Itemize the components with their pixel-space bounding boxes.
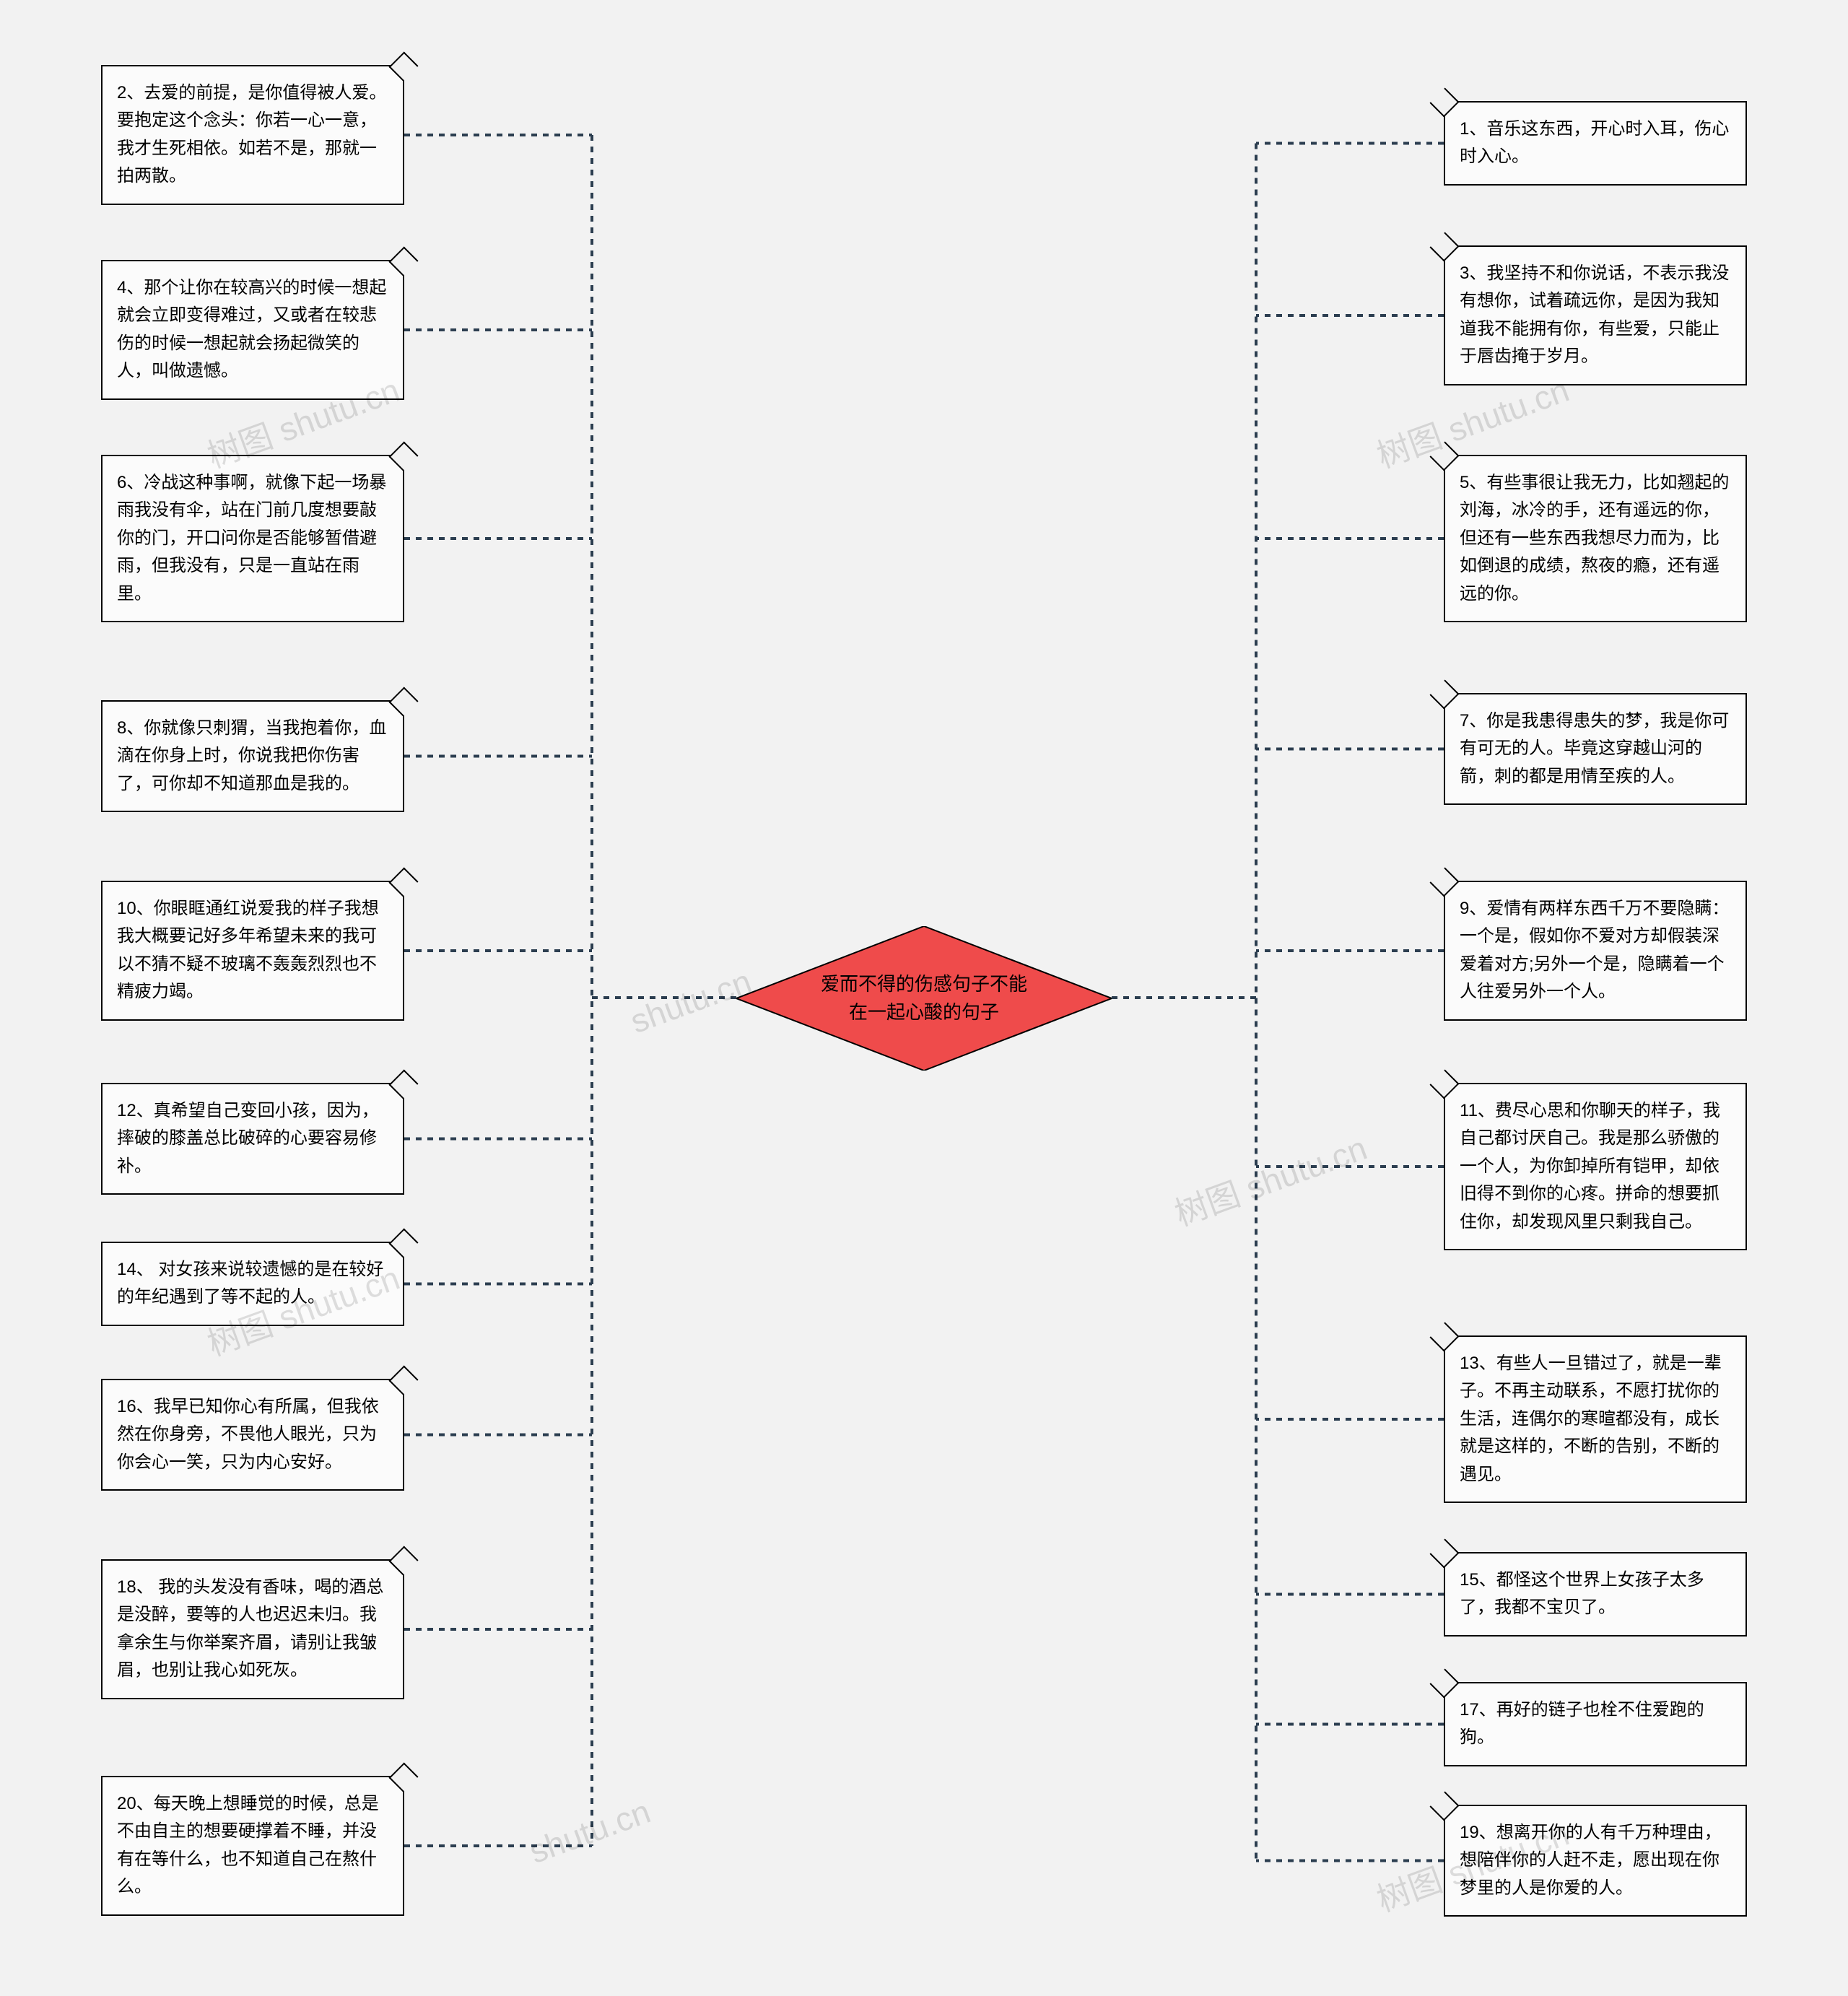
center-title-line1: 爱而不得的伤感句子不能 xyxy=(821,973,1027,995)
left-leaf-9: 20、每天晚上想睡觉的时候，总是不由自主的想要硬撑着不睡，并没有在等什么，也不知… xyxy=(101,1776,404,1916)
left-leaf-4-text: 10、你眼眶通红说爱我的样子我想我大概要记好多年希望未来的我可以不猜不疑不玻璃不… xyxy=(117,899,379,1001)
left-leaf-0: 2、去爱的前提，是你值得被人爱。要抱定这个念头：你若一心一意，我才生死相依。如若… xyxy=(101,65,404,205)
center-title: 爱而不得的伤感句子不能 在一起心酸的句子 xyxy=(808,970,1040,1027)
left-leaf-6: 14、 对女孩来说较遗憾的是在较好的年纪遇到了等不起的人。 xyxy=(101,1242,404,1326)
right-leaf-6-text: 13、有些人一旦错过了，就是一辈子。不再主动联系，不愿打扰你的生活，连偶尔的寒暄… xyxy=(1460,1354,1722,1484)
left-leaf-1-text: 4、那个让你在较高兴的时候一想起就会立即变得难过，又或者在较悲伤的时候一想起就会… xyxy=(117,278,386,380)
right-leaf-0-text: 1、音乐这东西，开心时入耳，伤心时入心。 xyxy=(1460,119,1729,166)
right-leaf-4: 9、爱情有两样东西千万不要隐瞒：一个是，假如你不爱对方却假装深爱着对方;另外一个… xyxy=(1444,881,1747,1021)
watermark-5: shutu.cn xyxy=(524,1792,655,1871)
right-leaf-2: 5、有些事很让我无力，比如翘起的刘海，冰冷的手，还有遥远的你，但还有一些东西我想… xyxy=(1444,455,1747,622)
right-leaf-0: 1、音乐这东西，开心时入耳，伤心时入心。 xyxy=(1444,101,1747,186)
left-leaf-6-text: 14、 对女孩来说较遗憾的是在较好的年纪遇到了等不起的人。 xyxy=(117,1260,383,1307)
left-leaf-3-text: 8、你就像只刺猬，当我抱着你，血滴在你身上时，你说我把你伤害了，可你却不知道那血… xyxy=(117,718,386,793)
watermark-3: 树图 shutu.cn xyxy=(1167,1122,1372,1235)
right-leaf-7: 15、都怪这个世界上女孩子太多了，我都不宝贝了。 xyxy=(1444,1552,1747,1637)
right-leaf-2-text: 5、有些事很让我无力，比如翘起的刘海，冰冷的手，还有遥远的你，但还有一些东西我想… xyxy=(1460,473,1729,603)
right-leaf-1-text: 3、我坚持不和你说话，不表示我没有想你，试着疏远你，是因为我知道我不能拥有你，有… xyxy=(1460,263,1729,366)
left-leaf-0-text: 2、去爱的前提，是你值得被人爱。要抱定这个念头：你若一心一意，我才生死相依。如若… xyxy=(117,83,386,186)
left-leaf-7: 16、我早已知你心有所属，但我依然在你身旁，不畏他人眼光，只为你会心一笑，只为内… xyxy=(101,1379,404,1491)
right-leaf-7-text: 15、都怪这个世界上女孩子太多了，我都不宝贝了。 xyxy=(1460,1570,1704,1617)
left-leaf-3: 8、你就像只刺猬，当我抱着你，血滴在你身上时，你说我把你伤害了，可你却不知道那血… xyxy=(101,700,404,812)
left-leaf-8-text: 18、 我的头发没有香味，喝的酒总是没醉，要等的人也迟迟未归。我拿余生与你举案齐… xyxy=(117,1577,383,1680)
right-leaf-8: 17、再好的链子也栓不住爱跑的狗。 xyxy=(1444,1682,1747,1766)
right-leaf-5-text: 11、费尽心思和你聊天的样子，我自己都讨厌自己。我是那么骄傲的一个人，为你卸掉所… xyxy=(1460,1101,1720,1232)
right-leaf-9-text: 19、想离开你的人有千万种理由，想陪伴你的人赶不走，愿出现在你梦里的人是你爱的人… xyxy=(1460,1823,1722,1898)
right-leaf-3-text: 7、你是我患得患失的梦，我是你可有可无的人。毕竟这穿越山河的箭，刺的都是用情至疾… xyxy=(1460,711,1729,786)
left-leaf-4: 10、你眼眶通红说爱我的样子我想我大概要记好多年希望未来的我可以不猜不疑不玻璃不… xyxy=(101,881,404,1021)
left-leaf-7-text: 16、我早已知你心有所属，但我依然在你身旁，不畏他人眼光，只为你会心一笑，只为内… xyxy=(117,1397,379,1472)
left-leaf-2-text: 6、冷战这种事啊，就像下起一场暴雨我没有伞，站在门前几度想要敲你的门，开口问你是… xyxy=(117,473,386,603)
right-leaf-3: 7、你是我患得患失的梦，我是你可有可无的人。毕竟这穿越山河的箭，刺的都是用情至疾… xyxy=(1444,693,1747,805)
center-node: 爱而不得的伤感句子不能 在一起心酸的句子 xyxy=(736,926,1112,1071)
right-leaf-6: 13、有些人一旦错过了，就是一辈子。不再主动联系，不愿打扰你的生活，连偶尔的寒暄… xyxy=(1444,1335,1747,1503)
right-leaf-1: 3、我坚持不和你说话，不表示我没有想你，试着疏远你，是因为我知道我不能拥有你，有… xyxy=(1444,245,1747,385)
left-leaf-9-text: 20、每天晚上想睡觉的时候，总是不由自主的想要硬撑着不睡，并没有在等什么，也不知… xyxy=(117,1794,379,1896)
right-leaf-8-text: 17、再好的链子也栓不住爱跑的狗。 xyxy=(1460,1700,1704,1747)
left-leaf-1: 4、那个让你在较高兴的时候一想起就会立即变得难过，又或者在较悲伤的时候一想起就会… xyxy=(101,260,404,400)
right-leaf-5: 11、费尽心思和你聊天的样子，我自己都讨厌自己。我是那么骄傲的一个人，为你卸掉所… xyxy=(1444,1083,1747,1250)
left-leaf-8: 18、 我的头发没有香味，喝的酒总是没醉，要等的人也迟迟未归。我拿余生与你举案齐… xyxy=(101,1559,404,1699)
right-leaf-9: 19、想离开你的人有千万种理由，想陪伴你的人赶不走，愿出现在你梦里的人是你爱的人… xyxy=(1444,1805,1747,1917)
left-leaf-5: 12、真希望自己变回小孩，因为，摔破的膝盖总比破碎的心要容易修补。 xyxy=(101,1083,404,1195)
center-title-line2: 在一起心酸的句子 xyxy=(849,1001,999,1023)
left-leaf-2: 6、冷战这种事啊，就像下起一场暴雨我没有伞，站在门前几度想要敲你的门，开口问你是… xyxy=(101,455,404,622)
right-leaf-4-text: 9、爱情有两样东西千万不要隐瞒：一个是，假如你不爱对方却假装深爱着对方;另外一个… xyxy=(1460,899,1729,1001)
left-leaf-5-text: 12、真希望自己变回小孩，因为，摔破的膝盖总比破碎的心要容易修补。 xyxy=(117,1101,379,1176)
mindmap-canvas: 爱而不得的伤感句子不能 在一起心酸的句子 2、去爱的前提，是你值得被人爱。要抱定… xyxy=(0,0,1848,1996)
